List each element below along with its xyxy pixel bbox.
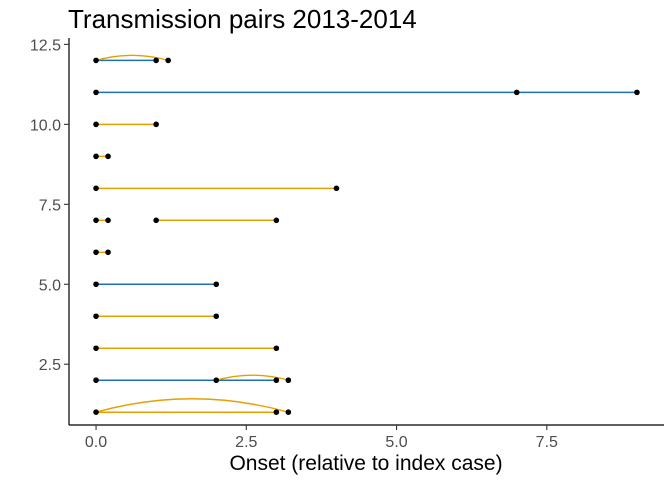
case-point: [285, 409, 292, 416]
chart-axes: 0.0 2.5 5.0 7.5 2.5 5.0 7.5 10.0 12.5: [30, 37, 664, 451]
case-point: [93, 217, 99, 224]
case-point: [153, 121, 159, 128]
chart-title: Transmission pairs 2013-2014: [68, 4, 417, 34]
case-point: [285, 377, 292, 384]
case-point: [213, 313, 220, 320]
y-tick-label: 12.5: [30, 37, 61, 54]
transmission-curve: [95, 54, 169, 62]
transmission-curve: [216, 374, 289, 381]
case-point: [165, 57, 171, 64]
case-point: [93, 89, 99, 96]
case-point: [513, 89, 520, 96]
y-tick-label: 7.5: [39, 197, 61, 214]
case-point: [634, 89, 640, 96]
x-tick-label: 0.0: [85, 434, 107, 451]
y-tick-label: 2.5: [39, 357, 61, 374]
case-point: [93, 153, 99, 160]
x-tick-label: 5.0: [385, 434, 407, 451]
case-point: [93, 345, 99, 352]
case-point: [273, 377, 280, 384]
case-point: [93, 409, 99, 416]
x-tick-label: 2.5: [235, 434, 257, 451]
case-point: [153, 217, 159, 224]
x-axis-title: Onset (relative to index case): [229, 452, 502, 475]
case-point: [273, 217, 280, 224]
y-tick-label: 5.0: [39, 277, 61, 294]
case-point: [153, 57, 159, 64]
y-tick-label: 10.0: [30, 117, 61, 134]
x-tick-label: 7.5: [536, 434, 558, 451]
chart-marks: [93, 54, 640, 416]
case-point: [333, 185, 340, 192]
case-point: [93, 185, 99, 192]
case-point: [213, 281, 220, 288]
case-point: [273, 409, 280, 416]
case-point: [93, 57, 99, 64]
case-point: [273, 345, 280, 352]
case-point: [93, 377, 99, 384]
case-point: [93, 281, 99, 288]
case-point: [105, 249, 111, 256]
case-point: [105, 217, 111, 224]
case-point: [93, 121, 99, 128]
case-point: [93, 313, 99, 320]
transmission-curve: [95, 398, 289, 413]
case-point: [213, 377, 220, 384]
case-point: [93, 249, 99, 256]
case-point: [105, 153, 111, 160]
